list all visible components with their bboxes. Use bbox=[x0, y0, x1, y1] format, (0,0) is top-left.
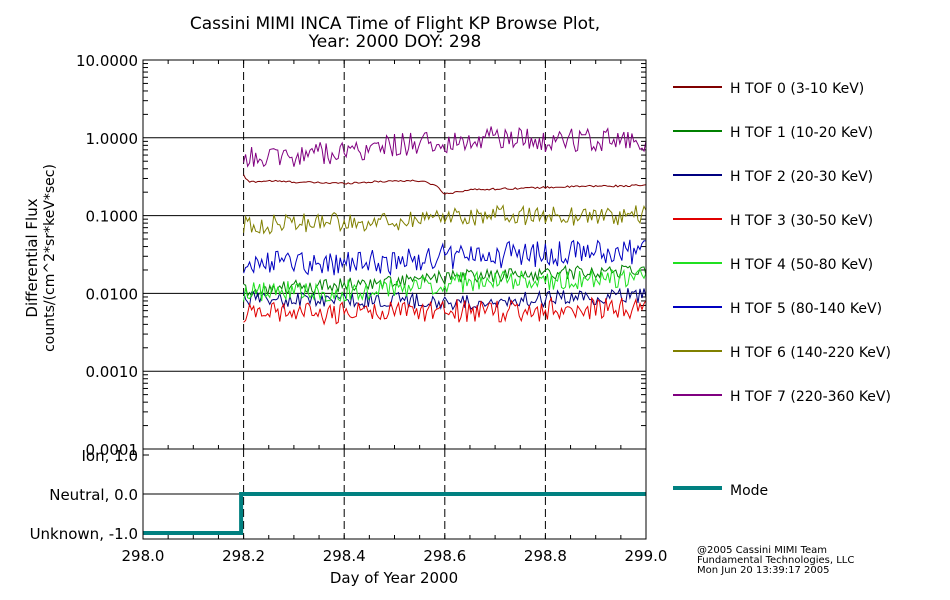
series-line-tof-4 bbox=[243, 268, 647, 302]
x-tick-label: 298.4 bbox=[323, 547, 366, 565]
y-tick-label: 0.1000 bbox=[86, 208, 139, 226]
series-line-tof-1 bbox=[243, 264, 647, 298]
series-line-tof-7 bbox=[243, 126, 647, 168]
chart-title-line2: Year: 2000 DOY: 298 bbox=[308, 32, 482, 52]
legend-label-tof-3: H TOF 3 (30-50 KeV) bbox=[730, 213, 873, 229]
legend-label-tof-2: H TOF 2 (20-30 KeV) bbox=[730, 169, 873, 185]
mode-panel: 298.0 298.2 298.4 298.6 298.8 299.0 Ion, 1.0 Ne… bbox=[30, 447, 668, 565]
footer-line3: Mon Jun 20 13:39:17 2005 bbox=[697, 565, 830, 576]
footer-line1: @2005 Cassini MIMI Team bbox=[697, 545, 827, 556]
series-line-tof-6 bbox=[243, 204, 647, 235]
flux-panel: 10.0000 1.0000 0.1000 0.0100 0.0010 0.0001 bbox=[76, 52, 647, 459]
series-line-tof-5 bbox=[243, 239, 647, 277]
y-tick-label: 0.0001 bbox=[86, 441, 139, 459]
y-tick-label: 10.0000 bbox=[76, 52, 138, 70]
y-axis-label-line2: counts/(cm^2*sr*keV*sec) bbox=[42, 164, 58, 352]
legend: H TOF 0 (3-10 KeV) H TOF 1 (10-20 KeV) H T… bbox=[673, 81, 891, 499]
mode-y-tick-label: Unknown, -1.0 bbox=[30, 525, 138, 543]
legend-label-tof-1: H TOF 1 (10-20 KeV) bbox=[730, 125, 873, 141]
mode-line bbox=[143, 492, 646, 535]
y-tick-label: 1.0000 bbox=[86, 130, 139, 148]
legend-label-mode: Mode bbox=[730, 483, 768, 499]
footer-line2: Fundamental Technologies, LLC bbox=[697, 555, 855, 566]
y-tick-label: 0.0010 bbox=[86, 363, 139, 381]
copyright-footer: @2005 Cassini MIMI Team Fundamental Tech… bbox=[697, 546, 854, 576]
legend-label-tof-6: H TOF 6 (140-220 KeV) bbox=[730, 345, 891, 361]
chart-title-line1: Cassini MIMI INCA Time of Flight KP Brow… bbox=[190, 14, 600, 34]
x-tick-label: 299.0 bbox=[625, 547, 668, 565]
legend-label-tof-0: H TOF 0 (3-10 KeV) bbox=[730, 81, 864, 97]
x-axis-label: Day of Year 2000 bbox=[330, 569, 458, 587]
x-tick-label: 298.8 bbox=[524, 547, 567, 565]
y-axis-label-line1: Differential Flux bbox=[23, 198, 41, 317]
series-line-tof-2 bbox=[243, 287, 647, 311]
mode-y-tick-label: Neutral, 0.0 bbox=[49, 486, 138, 504]
mode-plot-frame bbox=[142, 448, 647, 540]
y-tick-label: 0.0100 bbox=[86, 285, 139, 303]
series-line-tof-3 bbox=[243, 296, 647, 326]
x-tick-label: 298.6 bbox=[423, 547, 466, 565]
legend-label-tof-5: H TOF 5 (80-140 KeV) bbox=[730, 301, 882, 317]
legend-label-tof-4: H TOF 4 (50-80 KeV) bbox=[730, 257, 873, 273]
legend-label-tof-7: H TOF 7 (220-360 KeV) bbox=[730, 389, 891, 405]
x-tick-label: 298.0 bbox=[122, 547, 165, 565]
series-line-tof-0 bbox=[243, 174, 647, 195]
x-tick-label: 298.2 bbox=[222, 547, 265, 565]
mode-y-tick-label: Ion, 1.0 bbox=[82, 447, 139, 465]
